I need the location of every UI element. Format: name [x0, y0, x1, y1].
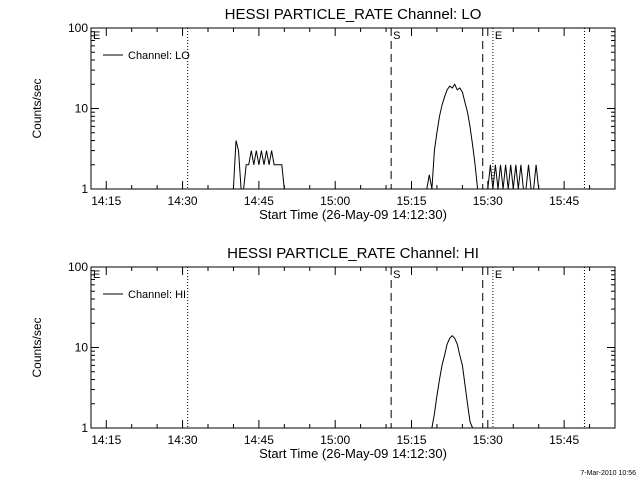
y-axis-label: Counts/sec — [30, 317, 44, 377]
series-line — [431, 334, 474, 429]
panel-hi: HESSI PARTICLE_RATE Channel: HI 1 10 100 14:… — [30, 245, 616, 461]
x-axis-label: Start Time (26-May-09 14:12:30) — [259, 446, 447, 461]
event-marker-label: S — [393, 30, 400, 42]
x-tick-label: 15:45 — [549, 433, 579, 447]
y-axis-label: Counts/sec — [30, 78, 44, 138]
x-tick-label: 15:30 — [473, 433, 503, 447]
x-tick-label: 15:00 — [320, 194, 350, 208]
x-tick-label: 15:30 — [473, 194, 503, 208]
legend-label: Channel: HI — [128, 289, 186, 301]
y-tick-label: 10 — [75, 102, 89, 116]
event-marker-label: E — [93, 269, 100, 281]
x-tick-label: 14:30 — [168, 194, 198, 208]
event-marker-label: E — [495, 30, 502, 42]
x-tick-label: 14:45 — [244, 194, 274, 208]
footer-date: 7-Mar-2010 10:56 — [580, 470, 636, 477]
x-tick-label: 14:15 — [91, 194, 121, 208]
event-marker-label: E — [495, 269, 502, 281]
event-marker-label: S — [393, 269, 400, 281]
x-tick-label: 15:00 — [320, 433, 350, 447]
chart-title: HESSI PARTICLE_RATE Channel: HI — [227, 245, 479, 262]
x-tick-label: 15:15 — [396, 194, 426, 208]
y-tick-label: 10 — [75, 341, 89, 355]
legend-label: Channel: LO — [128, 50, 190, 62]
series-line — [232, 140, 285, 190]
chart-title: HESSI PARTICLE_RATE Channel: LO — [225, 6, 482, 23]
y-tick-label: 1 — [81, 182, 88, 196]
x-tick-label: 14:45 — [244, 433, 274, 447]
y-tick-label: 1 — [81, 421, 88, 435]
y-tick-label: 100 — [68, 21, 88, 35]
x-tick-label: 14:30 — [168, 433, 198, 447]
x-tick-label: 15:15 — [396, 433, 426, 447]
series-line — [426, 83, 481, 190]
x-tick-label: 15:45 — [549, 194, 579, 208]
y-tick-label: 100 — [68, 260, 88, 274]
panel-lo: HESSI PARTICLE_RATE Channel: LO 1 10 100 14:… — [30, 6, 616, 222]
series-line — [487, 164, 540, 190]
event-marker-label: E — [93, 30, 100, 42]
x-tick-label: 14:15 — [91, 433, 121, 447]
x-axis-label: Start Time (26-May-09 14:12:30) — [259, 207, 447, 222]
